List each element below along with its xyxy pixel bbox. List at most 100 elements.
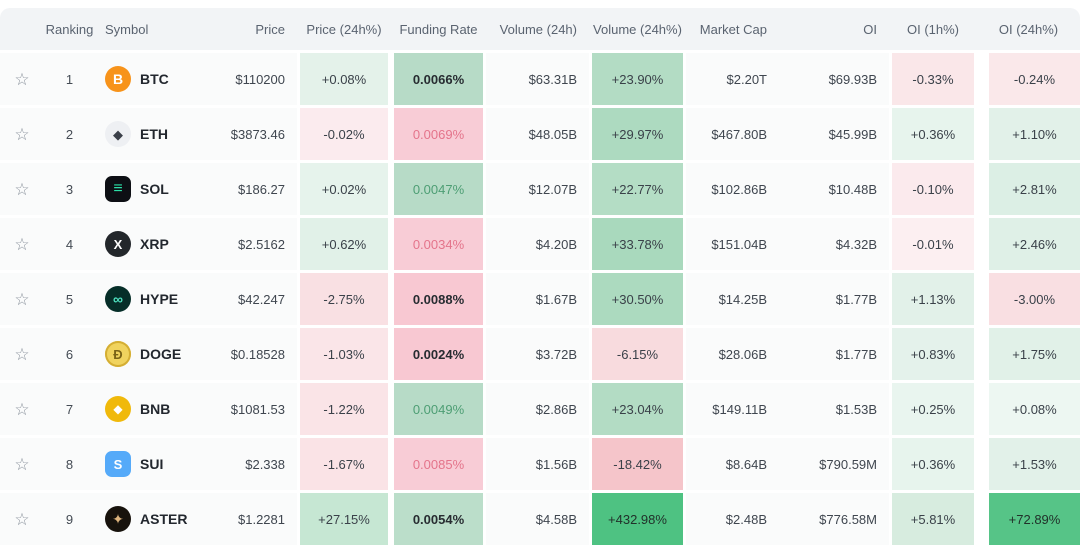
price-cell: $2.5162 <box>200 218 297 270</box>
symbol-cell: Ð DOGE <box>95 328 200 380</box>
funding-cell: 0.0054% <box>391 493 486 545</box>
rank-cell: 7 <box>44 383 95 435</box>
table-row[interactable]: ☆ 2 ◆ ETH $3873.46 -0.02% 0.0069% $48.05B +29.97… <box>0 108 1080 160</box>
table-row[interactable]: ☆ 5 ∞ HYPE $42.247 -2.75% 0.0088% $1.67B +30.50%… <box>0 273 1080 325</box>
oi1h-cell: +1.13% <box>889 273 977 325</box>
vol-cell: $48.05B <box>486 108 589 160</box>
doge-coin-icon: Ð <box>105 341 131 367</box>
col-header-price24[interactable]: Price (24h%) <box>297 8 391 50</box>
mcap-cell: $102.86B <box>686 163 779 215</box>
symbol-cell: X XRP <box>95 218 200 270</box>
favorite-cell: ☆ <box>0 218 44 270</box>
favorite-star-icon[interactable]: ☆ <box>14 509 30 529</box>
mcap-cell: $2.20T <box>686 53 779 105</box>
symbol-cell: ◆ ETH <box>95 108 200 160</box>
vol-cell: $2.86B <box>486 383 589 435</box>
price24-cell: -1.03% <box>297 328 391 380</box>
favorite-star-icon[interactable]: ☆ <box>14 124 30 144</box>
sol-coin-icon: ≡ <box>105 176 131 202</box>
symbol-cell: ◆ BNB <box>95 383 200 435</box>
vol24-cell: +29.97% <box>589 108 686 160</box>
price-cell: $110200 <box>200 53 297 105</box>
btc-coin-icon: B <box>105 66 131 92</box>
oi24h-cell: +0.08% <box>977 383 1080 435</box>
symbol-label: DOGE <box>140 346 182 362</box>
table-row[interactable]: ☆ 7 ◆ BNB $1081.53 -1.22% 0.0049% $2.86B +23.04%… <box>0 383 1080 435</box>
col-header-oi24h[interactable]: OI (24h%) <box>977 8 1080 50</box>
col-header-mcap[interactable]: Market Cap <box>686 8 779 50</box>
vol-cell: $12.07B <box>486 163 589 215</box>
price24-cell: +27.15% <box>297 493 391 545</box>
col-header-symbol[interactable]: Symbol <box>95 8 200 50</box>
price24-cell: +0.08% <box>297 53 391 105</box>
table-row[interactable]: ☆ 3 ≡ SOL $186.27 +0.02% 0.0047% $12.07B +22.77%… <box>0 163 1080 215</box>
favorite-star-icon[interactable]: ☆ <box>14 399 30 419</box>
favorite-star-icon[interactable]: ☆ <box>14 344 30 364</box>
price-cell: $1.2281 <box>200 493 297 545</box>
mcap-cell: $28.06B <box>686 328 779 380</box>
col-header-vol24[interactable]: Volume (24h%) <box>589 8 686 50</box>
favorite-star-icon[interactable]: ☆ <box>14 179 30 199</box>
col-header-vol[interactable]: Volume (24h) <box>486 8 589 50</box>
table-row[interactable]: ☆ 6 Ð DOGE $0.18528 -1.03% 0.0024% $3.72B -6.15%… <box>0 328 1080 380</box>
col-header-oi[interactable]: OI <box>779 8 889 50</box>
oi-cell: $10.48B <box>779 163 889 215</box>
rank-cell: 2 <box>44 108 95 160</box>
mcap-cell: $151.04B <box>686 218 779 270</box>
vol24-cell: +22.77% <box>589 163 686 215</box>
favorite-cell: ☆ <box>0 163 44 215</box>
price-cell: $2.338 <box>200 438 297 490</box>
symbol-label: SUI <box>140 456 164 472</box>
oi-cell: $1.77B <box>779 328 889 380</box>
col-header-rank[interactable]: Ranking <box>44 8 95 50</box>
bnb-coin-icon: ◆ <box>105 396 131 422</box>
favorite-star-icon[interactable]: ☆ <box>14 234 30 254</box>
oi24h-cell: +2.81% <box>977 163 1080 215</box>
funding-cell: 0.0024% <box>391 328 486 380</box>
oi-cell: $1.77B <box>779 273 889 325</box>
funding-cell: 0.0034% <box>391 218 486 270</box>
favorite-star-icon[interactable]: ☆ <box>14 289 30 309</box>
vol24-cell: +30.50% <box>589 273 686 325</box>
symbol-label: BNB <box>140 401 171 417</box>
table-row[interactable]: ☆ 4 X XRP $2.5162 +0.62% 0.0034% $4.20B +33.78% $… <box>0 218 1080 270</box>
oi1h-cell: -0.01% <box>889 218 977 270</box>
table-row[interactable]: ☆ 1 B BTC $110200 +0.08% 0.0066% $63.31B +23.90%… <box>0 53 1080 105</box>
table-row[interactable]: ☆ 9 ✦ ASTER $1.2281 +27.15% 0.0054% $4.58B +432.… <box>0 493 1080 545</box>
price-cell: $1081.53 <box>200 383 297 435</box>
price-cell: $0.18528 <box>200 328 297 380</box>
oi24h-cell: +72.89% <box>977 493 1080 545</box>
oi-cell: $4.32B <box>779 218 889 270</box>
favorite-cell: ☆ <box>0 383 44 435</box>
rank-cell: 9 <box>44 493 95 545</box>
vol24-cell: +33.78% <box>589 218 686 270</box>
favorite-cell: ☆ <box>0 328 44 380</box>
funding-cell: 0.0066% <box>391 53 486 105</box>
symbol-label: BTC <box>140 71 169 87</box>
oi1h-cell: +0.25% <box>889 383 977 435</box>
hype-coin-icon: ∞ <box>105 286 131 312</box>
oi-cell: $1.53B <box>779 383 889 435</box>
price24-cell: -1.22% <box>297 383 391 435</box>
favorite-star-icon[interactable]: ☆ <box>14 454 30 474</box>
symbol-label: HYPE <box>140 291 179 307</box>
col-header-price[interactable]: Price <box>200 8 297 50</box>
eth-coin-icon: ◆ <box>105 121 131 147</box>
favorite-cell: ☆ <box>0 493 44 545</box>
mcap-cell: $14.25B <box>686 273 779 325</box>
rank-cell: 8 <box>44 438 95 490</box>
vol-cell: $4.20B <box>486 218 589 270</box>
oi24h-cell: -3.00% <box>977 273 1080 325</box>
col-header-oi1h[interactable]: OI (1h%) <box>889 8 977 50</box>
symbol-cell: ∞ HYPE <box>95 273 200 325</box>
rank-cell: 4 <box>44 218 95 270</box>
oi24h-cell: -0.24% <box>977 53 1080 105</box>
rank-cell: 3 <box>44 163 95 215</box>
table-row[interactable]: ☆ 8 S SUI $2.338 -1.67% 0.0085% $1.56B -18.42% $8… <box>0 438 1080 490</box>
symbol-label: XRP <box>140 236 169 252</box>
oi1h-cell: -0.10% <box>889 163 977 215</box>
vol-cell: $1.56B <box>486 438 589 490</box>
favorite-star-icon[interactable]: ☆ <box>14 69 30 89</box>
col-header-funding[interactable]: Funding Rate <box>391 8 486 50</box>
